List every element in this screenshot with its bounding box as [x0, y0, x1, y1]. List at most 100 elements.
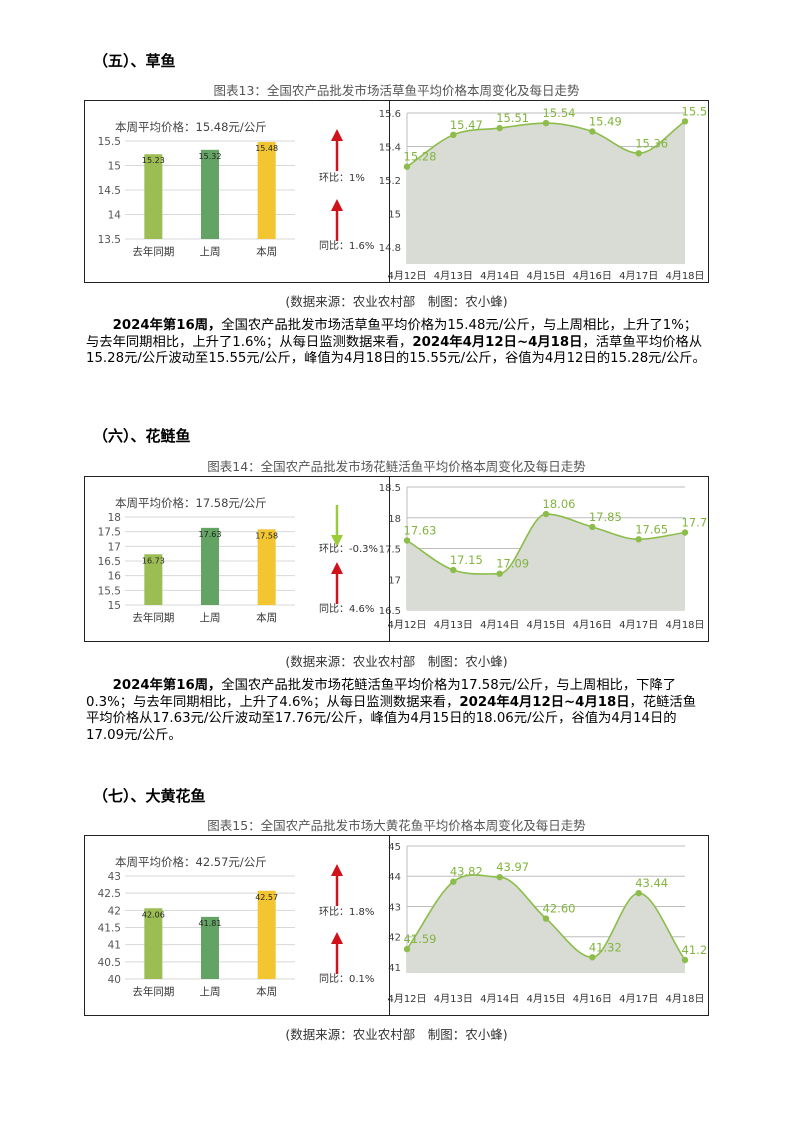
x-date-label: 4月13日: [434, 619, 473, 631]
data-point-label: 41.32: [589, 940, 622, 954]
analysis-paragraph: 2024年第16周，全国农产品批发市场花鲢活鱼平均价格为17.58元/公斤，与上…: [86, 678, 706, 744]
indicator-label: 环比：1%: [319, 172, 365, 184]
chart-box: 本周平均价格：17.58元/公斤 15 15.5 16 16.5 17 17.5 18 16.7…: [84, 476, 709, 642]
x-date-label: 4月16日: [573, 993, 612, 1005]
x-date-label: 4月15日: [526, 619, 565, 631]
data-point-label: 15.54: [543, 106, 576, 120]
paragraph-text: 全国农产品批发市场花鲢活鱼平均价格为17.58元/公斤，与上周相比，下降了0.3…: [86, 678, 677, 710]
data-point: [635, 889, 642, 897]
bar-value-label: 42.57: [255, 893, 278, 902]
source-note: (数据来源：农业农村部 制图：农小蜂): [285, 654, 508, 669]
y-tick-label: 14: [108, 210, 122, 222]
y-tick-label: 15: [388, 210, 401, 221]
x-date-label: 4月15日: [526, 270, 565, 281]
indicator-label: 同比：4.6%: [319, 603, 374, 615]
bar-value-label: 15.32: [199, 152, 222, 161]
x-date-label: 4月12日: [387, 270, 426, 281]
x-date-label: 4月13日: [434, 993, 473, 1005]
y-tick-label: 44: [388, 872, 401, 883]
data-point: [450, 566, 457, 574]
data-point-label: 15.36: [635, 136, 668, 150]
section-title: （五）、草鱼: [93, 52, 176, 70]
x-category-label: 去年同期: [132, 245, 174, 258]
x-date-label: 4月17日: [619, 619, 658, 631]
x-category-label: 本周: [256, 985, 277, 998]
bar-value-label: 41.81: [199, 919, 222, 928]
y-tick-label: 45: [388, 842, 401, 853]
x-date-label: 4月17日: [619, 270, 658, 281]
data-point: [589, 523, 596, 531]
section-title: （六）、花鲢鱼: [93, 427, 191, 445]
y-tick-label: 15.5: [98, 136, 121, 148]
y-tick-label: 40: [108, 974, 121, 986]
x-category-label: 本周: [256, 611, 277, 624]
data-point: [403, 537, 411, 544]
arrow-down-icon: [331, 505, 343, 547]
data-point: [681, 118, 689, 125]
figure-caption: 图表15：全国农产品批发市场大黄花鱼平均价格本周变化及每日走势: [207, 818, 586, 833]
x-date-label: 4月18日: [665, 619, 704, 631]
analysis-paragraph: 2024年第16周，全国农产品批发市场活草鱼平均价格为15.48元/公斤，与上周…: [86, 318, 706, 368]
x-date-label: 4月14日: [480, 993, 519, 1005]
data-point-label: 42.60: [543, 902, 576, 916]
bar: [257, 529, 276, 605]
data-point: [542, 119, 550, 127]
data-point: [403, 945, 411, 953]
bar: [257, 890, 276, 979]
paragraph-emphasis: 2024年第16周，: [112, 678, 222, 693]
bar: [201, 527, 219, 605]
chart-box: 本周平均价格：15.48元/公斤 13.5 14 14.5 15 15.5 15.23 去年同…: [84, 100, 709, 283]
chart-box: 本周平均价格：42.57元/公斤 40 40.5 41 41.5 42 42.5 43 42.0…: [84, 835, 709, 1016]
y-tick-label: 13.5: [98, 234, 121, 246]
y-tick-label: 18: [388, 514, 401, 525]
bar: [144, 154, 163, 239]
data-point-label: 17.65: [635, 522, 668, 536]
chart-svg: 本周平均价格：15.48元/公斤 13.5 14 14.5 15 15.5 15.23 去年同…: [98, 104, 707, 281]
chart-svg: 本周平均价格：17.58元/公斤 15 15.5 16 16.5 17 17.5 18 16.7…: [98, 483, 707, 631]
data-point: [589, 128, 596, 135]
data-point: [496, 124, 503, 132]
paragraph-text: ，活草鱼平均价格从15.28元/公斤波动至15.55元/公斤，峰值为4月18日的…: [86, 334, 706, 367]
x-date-label: 4月14日: [480, 619, 519, 631]
area-fill: [407, 874, 685, 973]
arrow-up-icon: [331, 864, 343, 906]
y-tick-label: 17: [388, 575, 401, 586]
data-point-label: 43.97: [496, 860, 529, 874]
y-tick-label: 40.5: [98, 957, 121, 969]
data-point-label: 17.76: [682, 516, 707, 530]
y-tick-label: 41.5: [98, 923, 121, 935]
figure-caption: 图表13：全国农产品批发市场活草鱼平均价格本周变化及每日走势: [213, 83, 580, 98]
x-date-label: 4月18日: [665, 270, 704, 281]
y-tick-label: 43: [108, 871, 121, 883]
y-tick-label: 42: [388, 933, 401, 944]
data-point: [681, 956, 689, 964]
paragraph-emphasis: 2024年4月12日~4月18日: [412, 334, 583, 350]
data-point-label: 17.09: [496, 557, 529, 571]
y-tick-label: 17: [108, 541, 121, 553]
bar: [144, 554, 163, 605]
bar-value-label: 15.48: [255, 144, 278, 153]
bar-value-label: 42.06: [142, 910, 165, 919]
data-point: [589, 954, 596, 961]
bar: [144, 908, 163, 979]
x-category-label: 本周: [256, 245, 277, 258]
data-point-label: 18.06: [543, 497, 576, 511]
data-point: [450, 131, 457, 139]
data-point-label: 15.28: [404, 150, 437, 164]
source-note: (数据来源：农业农村部 制图：农小蜂): [285, 1027, 508, 1042]
data-point: [542, 915, 550, 922]
x-date-label: 4月15日: [526, 993, 565, 1005]
y-tick-label: 18: [108, 512, 121, 524]
y-tick-label: 42.5: [98, 888, 121, 900]
y-tick-label: 41: [388, 963, 401, 974]
x-date-label: 4月13日: [434, 270, 473, 281]
data-point: [542, 510, 550, 518]
weekly-price-label: 本周平均价格：15.48元/公斤: [115, 120, 267, 134]
arrow-up-icon: [331, 932, 343, 974]
data-point-label: 15.49: [589, 114, 622, 128]
area-fill: [407, 514, 685, 610]
bar-value-label: 17.63: [199, 530, 222, 539]
data-point: [681, 529, 689, 536]
bar-value-label: 15.23: [142, 156, 165, 165]
paragraph-emphasis: 2024年第16周，: [112, 318, 222, 333]
